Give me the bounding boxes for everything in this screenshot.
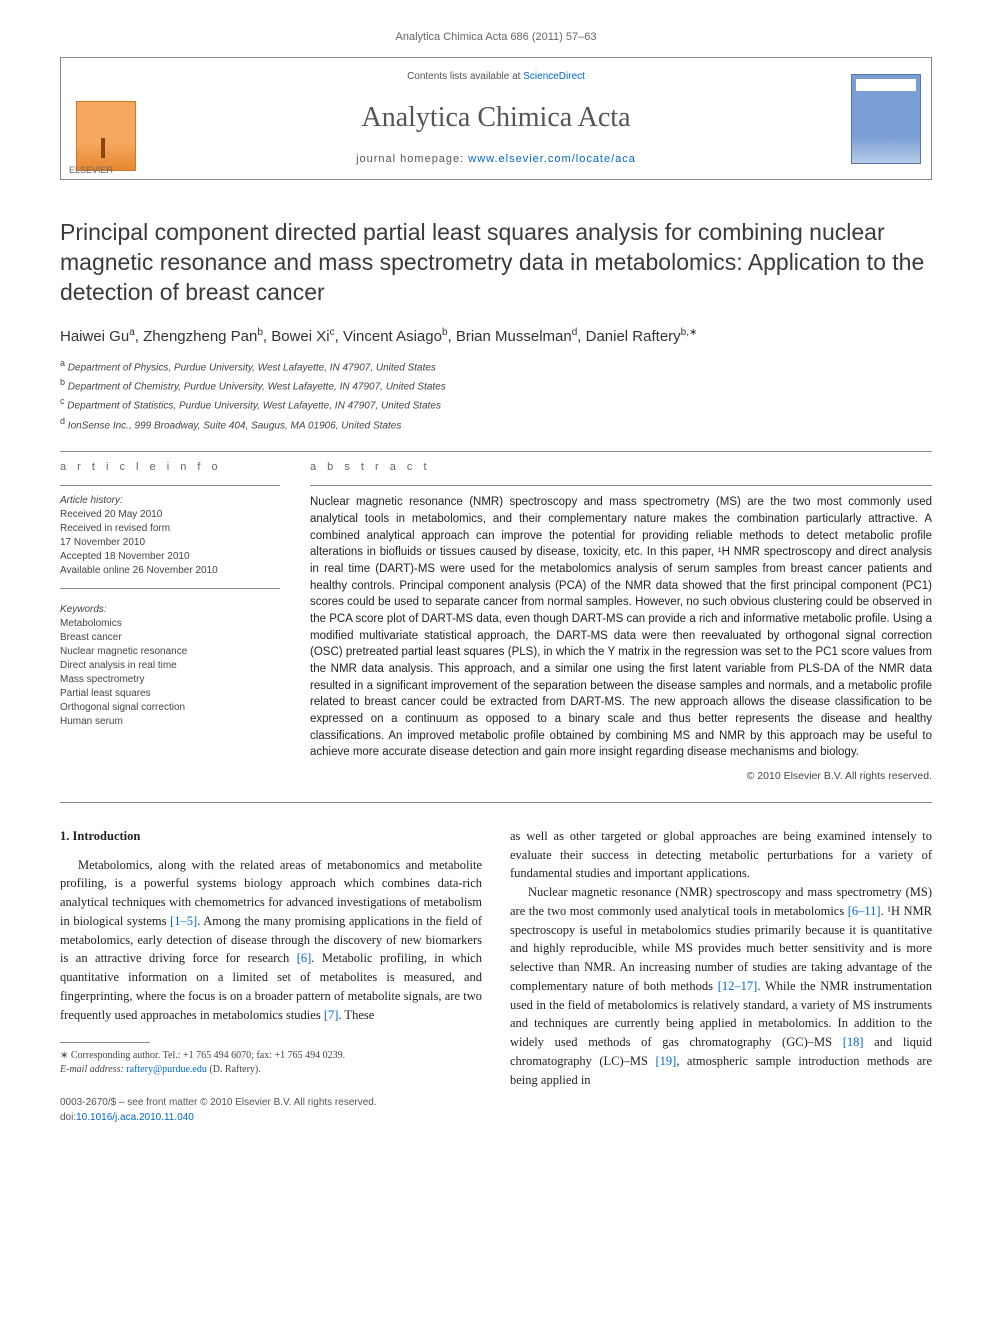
page: Analytica Chimica Acta 686 (2011) 57–63 … [0,0,992,1165]
authors: Haiwei Gua, Zhengzheng Panb, Bowei Xic, … [60,326,932,347]
info-divider-1 [60,485,280,486]
keyword-item: Partial least squares [60,687,280,701]
affiliation-line: d IonSense Inc., 999 Broadway, Suite 404… [60,415,932,433]
abstract-column: a b s t r a c t Nuclear magnetic resonan… [310,460,932,784]
journal-header-box: ELSEVIER Contents lists available at Sci… [60,57,932,180]
keyword-item: Direct analysis in real time [60,659,280,673]
email-link[interactable]: raftery@purdue.edu [126,1064,207,1075]
keyword-item: Mass spectrometry [60,673,280,687]
citation-link[interactable]: [6–11] [848,904,881,918]
abstract-label: a b s t r a c t [310,460,932,475]
doi-link[interactable]: 10.1016/j.aca.2010.11.040 [76,1112,194,1123]
divider-bottom [60,802,932,803]
footnote-separator [60,1042,150,1043]
cover-thumbnail-icon [851,74,921,164]
keyword-item: Orthogonal signal correction [60,701,280,715]
corr-text: ∗ Corresponding author. Tel.: +1 765 494… [60,1050,345,1061]
body-paragraph: Metabolomics, along with the related are… [60,856,482,1025]
citation-link[interactable]: [18] [843,1035,864,1049]
email-suffix: (D. Raftery). [207,1064,261,1075]
keyword-item: Human serum [60,715,280,729]
homepage-link[interactable]: www.elsevier.com/locate/aca [468,153,636,165]
body-paragraph: Nuclear magnetic resonance (NMR) spectro… [510,883,932,1089]
corresponding-author-footnote: ∗ Corresponding author. Tel.: +1 765 494… [60,1049,482,1077]
affiliation-line: c Department of Statistics, Purdue Unive… [60,395,932,413]
body-paragraph: as well as other targeted or global appr… [510,827,932,883]
article-info-label: a r t i c l e i n f o [60,460,280,475]
homepage-line: journal homepage: www.elsevier.com/locat… [159,152,833,167]
citation-link[interactable]: [12–17] [718,979,758,993]
article-info-column: a r t i c l e i n f o Article history: R… [60,460,280,784]
info-divider-2 [60,588,280,589]
doi-line: doi:10.1016/j.aca.2010.11.040 [60,1110,482,1125]
doi-prefix: doi: [60,1112,76,1123]
keywords-block: MetabolomicsBreast cancerNuclear magneti… [60,617,280,729]
running-header: Analytica Chimica Acta 686 (2011) 57–63 [60,30,932,45]
history-item: Accepted 18 November 2010 [60,550,280,564]
citation-link[interactable]: [7] [324,1008,339,1022]
keywords-label: Keywords: [60,603,280,617]
history-item: 17 November 2010 [60,536,280,550]
abstract-divider [310,485,932,486]
history-item: Available online 26 November 2010 [60,564,280,578]
keyword-item: Breast cancer [60,631,280,645]
history-item: Received in revised form [60,522,280,536]
publisher-logo: ELSEVIER [61,58,151,179]
body-column-right: as well as other targeted or global appr… [510,827,932,1126]
body-columns: 1. Introduction Metabolomics, along with… [60,827,932,1126]
email-label: E-mail address: [60,1064,126,1075]
homepage-prefix: journal homepage: [356,153,468,165]
affiliations: a Department of Physics, Purdue Universi… [60,357,932,433]
publisher-label: ELSEVIER [69,164,113,177]
article-title: Principal component directed partial lea… [60,218,932,308]
history-block: Received 20 May 2010Received in revised … [60,508,280,578]
front-matter-line: 0003-2670/$ – see front matter © 2010 El… [60,1095,482,1110]
info-abstract-row: a r t i c l e i n f o Article history: R… [60,460,932,784]
abstract-copyright: © 2010 Elsevier B.V. All rights reserved… [310,769,932,784]
citation-link[interactable]: [1–5] [170,914,197,928]
sciencedirect-link[interactable]: ScienceDirect [523,71,585,82]
citation-link[interactable]: [19] [655,1054,676,1068]
keyword-item: Nuclear magnetic resonance [60,645,280,659]
body-column-left: 1. Introduction Metabolomics, along with… [60,827,482,1126]
journal-cover [841,58,931,179]
elsevier-tree-icon [76,101,136,171]
header-center: Contents lists available at ScienceDirec… [151,58,841,179]
affiliation-line: b Department of Chemistry, Purdue Univer… [60,376,932,394]
journal-name: Analytica Chimica Acta [159,98,833,137]
keyword-item: Metabolomics [60,617,280,631]
section-heading-1: 1. Introduction [60,827,482,846]
history-item: Received 20 May 2010 [60,508,280,522]
abstract-text: Nuclear magnetic resonance (NMR) spectro… [310,494,932,761]
affiliation-line: a Department of Physics, Purdue Universi… [60,357,932,375]
history-label: Article history: [60,494,280,508]
divider-top [60,451,932,452]
contents-line: Contents lists available at ScienceDirec… [159,70,833,84]
citation-link[interactable]: [6] [297,951,312,965]
contents-prefix: Contents lists available at [407,71,523,82]
